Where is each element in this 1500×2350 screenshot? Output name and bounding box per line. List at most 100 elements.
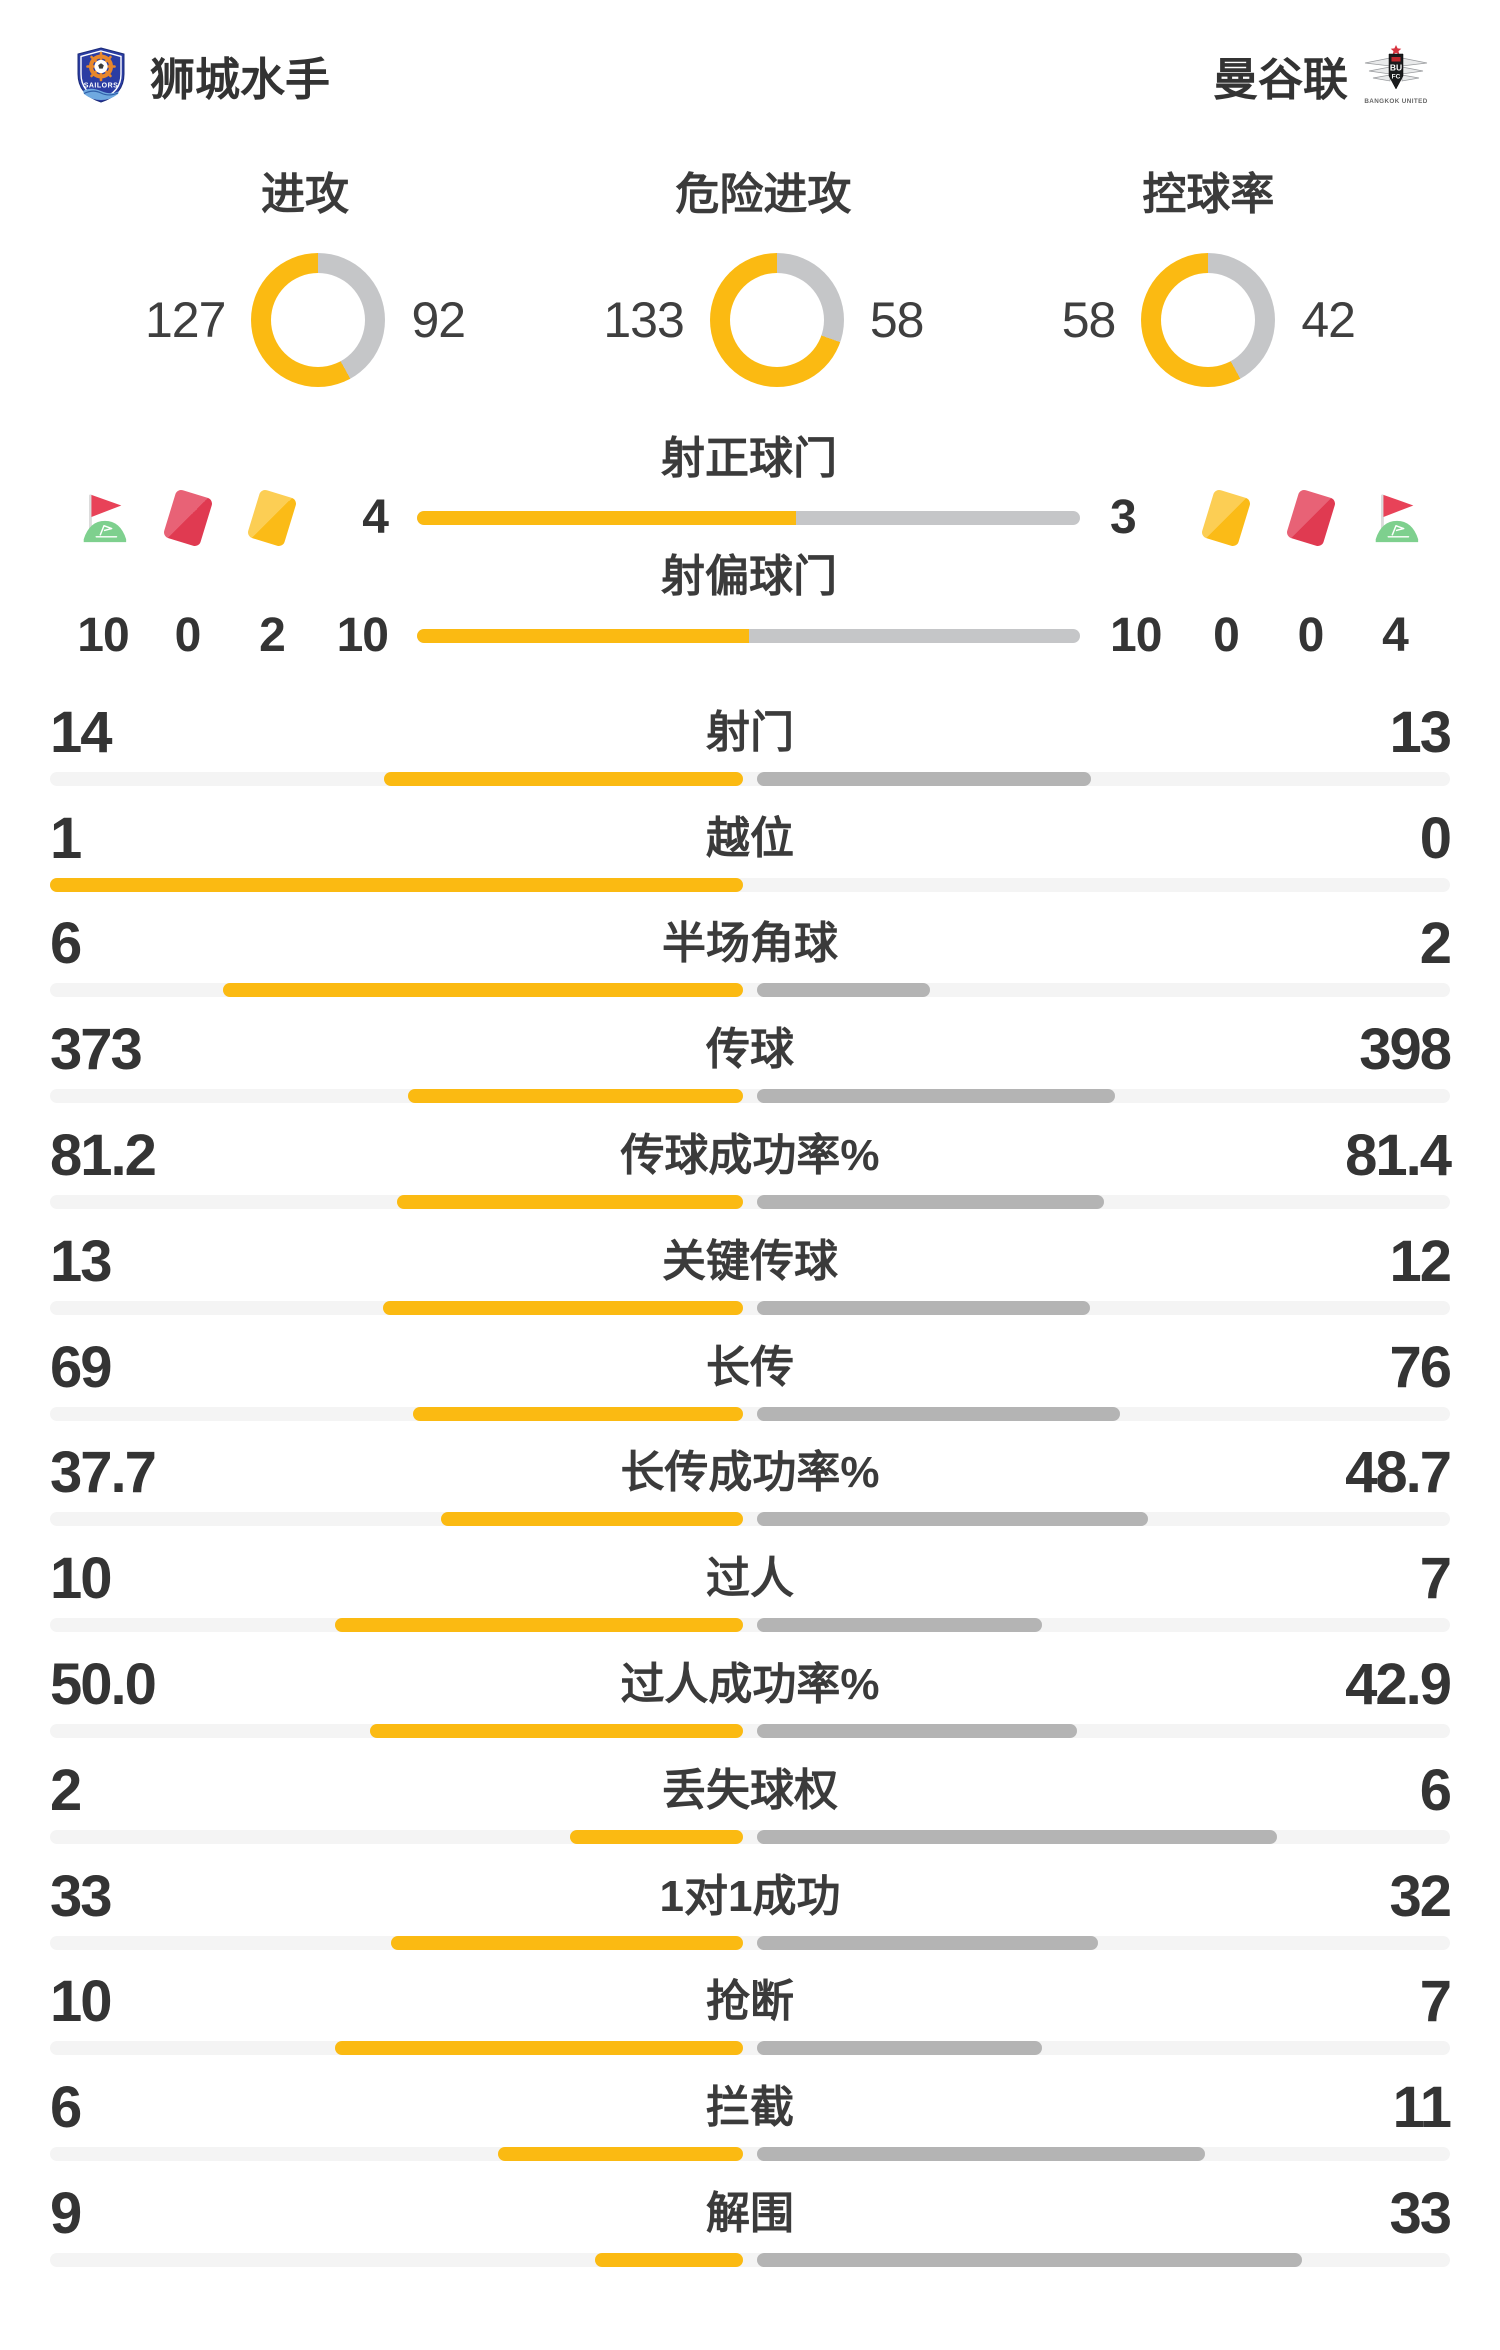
stat-bar-away-fill (757, 1512, 1148, 1527)
away-discipline-counts: 0 0 4 (1195, 611, 1426, 661)
away-team-name: 曼谷联 (1212, 53, 1348, 105)
stat-bar (50, 1935, 1450, 1950)
corner-flag-icon (72, 489, 134, 547)
split-stat-row: 10 10 (303, 611, 1195, 661)
stat-bar-home-fill (383, 771, 743, 786)
stats-list: 14 射门 13 1 越位 0 6 半场角球 2 (0, 699, 1500, 2286)
donut-away-value: 42 (1301, 292, 1356, 348)
stat-away-value: 11 (1392, 2075, 1452, 2141)
stat-bar-away-fill (757, 2252, 1302, 2267)
split-away-value: 3 (1110, 491, 1137, 544)
stat-away-value: 12 (1389, 1228, 1452, 1294)
away-red-cards-count: 0 (1297, 609, 1325, 662)
away-discipline: 0 0 4 (1195, 437, 1426, 661)
stat-bar (50, 983, 1450, 998)
stat-line: 1 越位 0 (50, 805, 1452, 871)
stat-bar-away-fill (757, 1089, 1115, 1104)
stat-away-value: 2 (1419, 911, 1452, 977)
stat-row: 13 关键传球 12 (50, 1228, 1452, 1334)
stat-row: 69 长传 76 (50, 1334, 1452, 1440)
donut-chart (709, 253, 844, 387)
stat-bar-home-fill (413, 1406, 743, 1421)
stat-away-value: 42.9 (1345, 1651, 1452, 1717)
stat-home-value: 14 (50, 699, 113, 765)
stat-line: 69 长传 76 (50, 1338, 1452, 1396)
stat-bar (50, 2041, 1450, 2056)
stat-bar-home-fill (50, 877, 743, 892)
donut-stat-title: 进攻 (261, 170, 350, 219)
red-card-icon (157, 488, 219, 548)
stat-row: 81.2 传球成功率% 81.4 (50, 1122, 1452, 1228)
stat-label: 拦截 (706, 2083, 794, 2133)
stat-bar (50, 1512, 1450, 1527)
home-corners-count: 10 (77, 609, 129, 662)
stat-bar-away-fill (757, 2041, 1043, 2056)
away-team-logo: BU FC BANGKOK UNITED (1364, 45, 1427, 105)
yellow-card-icon (1195, 488, 1257, 548)
donut-chart (1141, 253, 1276, 387)
stat-bar-home-fill (391, 1935, 743, 1950)
stat-away-value: 6 (1419, 1757, 1452, 1823)
split-home-value: 4 (362, 491, 389, 544)
stat-line: 50.0 过人成功率% 42.9 (50, 1651, 1452, 1717)
stat-label: 射门 (706, 707, 794, 757)
stat-away-value: 33 (1389, 2180, 1452, 2246)
home-red-cards-count: 0 (174, 609, 202, 662)
stat-home-value: 6 (50, 911, 82, 977)
stat-away-value: 32 (1389, 1863, 1452, 1929)
stat-bar (50, 1723, 1450, 1738)
home-team-name: 狮城水手 (150, 53, 331, 105)
stat-line: 13 关键传球 12 (50, 1228, 1452, 1294)
donut-away-value: 58 (869, 292, 925, 348)
stat-line: 14 射门 13 (50, 699, 1452, 765)
stat-bar-away-fill (757, 1194, 1104, 1209)
stat-line: 10 抢断 7 (50, 1969, 1452, 2035)
stat-row: 37.7 长传成功率% 48.7 (50, 1440, 1452, 1546)
home-discipline-counts: 10 0 2 (72, 611, 303, 661)
stat-home-value: 6 (50, 2075, 82, 2141)
stat-away-value: 81.4 (1345, 1122, 1452, 1188)
stat-home-value: 1 (50, 805, 82, 871)
stat-bar-home-fill (223, 983, 743, 998)
split-stat-bar (417, 511, 1080, 525)
stat-line: 9 解围 33 (50, 2180, 1452, 2246)
stat-bar-away-fill (757, 1618, 1043, 1633)
stat-line: 33 1对1成功 32 (50, 1863, 1452, 1929)
stat-home-value: 33 (50, 1863, 113, 1929)
shots-section: 10 0 2 射正球门 4 3 射偏球门 10 10 (0, 437, 1500, 661)
stat-row: 50.0 过人成功率% 42.9 (50, 1651, 1452, 1757)
stat-bar-away-fill (757, 1406, 1121, 1421)
stat-label: 关键传球 (662, 1236, 838, 1286)
split-away-value: 10 (1110, 609, 1162, 662)
stat-row: 2 丢失球权 6 (50, 1757, 1452, 1863)
stat-row: 10 过人 7 (50, 1545, 1452, 1651)
home-team: SAILORS 狮城水手 (72, 43, 330, 108)
stat-away-value: 48.7 (1345, 1440, 1452, 1506)
away-corners-count: 4 (1382, 609, 1409, 662)
yellow-card-icon (241, 488, 303, 548)
stat-line: 37.7 长传成功率% 48.7 (50, 1440, 1452, 1506)
split-stat: 射正球门 4 3 (303, 437, 1195, 547)
stat-label: 解围 (706, 2188, 794, 2238)
stat-home-value: 13 (50, 1228, 113, 1294)
donut-home-value: 127 (145, 292, 226, 348)
stat-row: 10 抢断 7 (50, 1969, 1452, 2075)
split-stat-bar-home-fill (417, 511, 796, 525)
stat-label: 传球 (706, 1025, 794, 1075)
stat-home-value: 81.2 (50, 1122, 157, 1188)
stat-bar-away-fill (757, 1829, 1277, 1844)
home-team-logo: SAILORS (77, 47, 125, 103)
donut-stat-title: 危险进攻 (675, 170, 852, 219)
home-yellow-cards-count: 2 (259, 609, 286, 662)
stat-label: 过人 (706, 1554, 794, 1604)
away-yellow-cards-count: 0 (1213, 609, 1240, 662)
stat-line: 373 传球 398 (50, 1021, 1452, 1079)
stat-home-value: 10 (50, 1969, 113, 2035)
away-team: 曼谷联 BU FC BANGKOK UNITED (1213, 43, 1430, 108)
stat-home-value: 50.0 (50, 1651, 157, 1717)
svg-text:BANGKOK UNITED: BANGKOK UNITED (1364, 98, 1427, 105)
stat-row: 14 射门 13 (50, 699, 1452, 805)
away-discipline-icons (1195, 488, 1426, 548)
stat-label: 丢失球权 (662, 1765, 838, 1815)
